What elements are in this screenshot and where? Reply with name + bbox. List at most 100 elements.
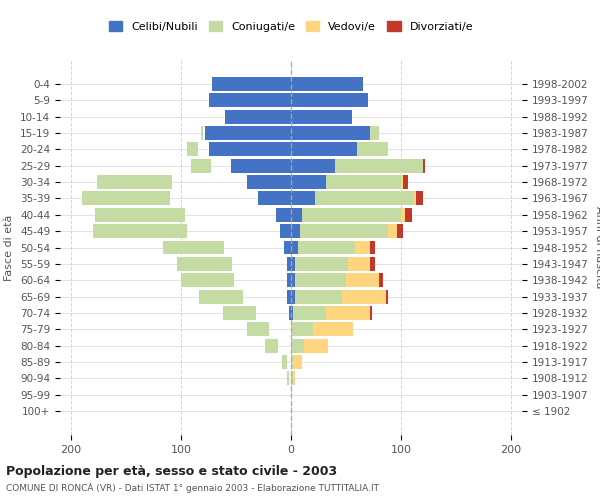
Bar [220, 240, 222, 254]
Bar [212, 77, 291, 91]
Bar [187, 142, 197, 156]
Bar [209, 142, 291, 156]
Bar [397, 224, 403, 238]
Bar [265, 338, 278, 352]
Bar [221, 257, 225, 271]
Bar [205, 126, 291, 140]
Bar [300, 224, 388, 238]
Bar [191, 159, 211, 172]
Bar [401, 208, 406, 222]
Bar [227, 257, 229, 271]
Bar [423, 159, 425, 172]
Bar [282, 355, 287, 369]
Bar [357, 142, 388, 156]
Bar [287, 372, 289, 386]
Bar [370, 257, 374, 271]
Bar [251, 306, 254, 320]
Bar [181, 208, 183, 222]
Bar [291, 208, 302, 222]
Bar [234, 290, 238, 304]
Bar [370, 306, 373, 320]
Bar [247, 175, 291, 189]
Bar [287, 290, 291, 304]
Bar [302, 208, 401, 222]
Bar [175, 208, 179, 222]
Bar [247, 322, 269, 336]
Y-axis label: Anni di nascita: Anni di nascita [594, 206, 600, 289]
Bar [280, 224, 291, 238]
Bar [304, 338, 328, 352]
Bar [291, 142, 357, 156]
Bar [416, 192, 423, 205]
Bar [370, 126, 379, 140]
Bar [223, 306, 256, 320]
Text: COMUNE DI RONCÀ (VR) - Dati ISTAT 1° gennaio 2003 - Elaborazione TUTTITALIA.IT: COMUNE DI RONCÀ (VR) - Dati ISTAT 1° gen… [6, 482, 379, 493]
Bar [291, 290, 295, 304]
Bar [234, 290, 236, 304]
Bar [346, 274, 379, 287]
Bar [291, 338, 304, 352]
Bar [229, 274, 232, 287]
Bar [175, 224, 180, 238]
Bar [291, 274, 295, 287]
Bar [370, 240, 374, 254]
Bar [275, 208, 291, 222]
Bar [176, 257, 232, 271]
Bar [284, 240, 291, 254]
Bar [159, 192, 163, 205]
Bar [295, 290, 341, 304]
Bar [298, 240, 355, 254]
Bar [291, 257, 295, 271]
Bar [291, 355, 293, 369]
Bar [201, 126, 203, 140]
Bar [265, 322, 267, 336]
Bar [82, 192, 170, 205]
Bar [313, 322, 353, 336]
Bar [388, 224, 397, 238]
Bar [406, 208, 412, 222]
Bar [163, 175, 168, 189]
Bar [403, 175, 407, 189]
Bar [291, 175, 326, 189]
Y-axis label: Fasce di età: Fasce di età [4, 214, 14, 280]
Bar [209, 94, 291, 108]
Bar [274, 338, 275, 352]
Bar [199, 290, 242, 304]
Bar [291, 240, 298, 254]
Bar [291, 126, 370, 140]
Bar [230, 159, 291, 172]
Bar [291, 224, 300, 238]
Bar [335, 159, 423, 172]
Bar [289, 306, 291, 320]
Bar [291, 94, 368, 108]
Bar [293, 372, 295, 386]
Bar [291, 372, 293, 386]
Bar [326, 306, 370, 320]
Bar [182, 224, 184, 238]
Bar [287, 274, 291, 287]
Bar [315, 192, 414, 205]
Bar [95, 208, 185, 222]
Bar [414, 192, 416, 205]
Bar [287, 257, 291, 271]
Bar [223, 274, 227, 287]
Bar [341, 290, 386, 304]
Bar [379, 274, 383, 287]
Bar [166, 192, 168, 205]
Bar [291, 159, 335, 172]
Bar [293, 306, 326, 320]
Text: Popolazione per età, sesso e stato civile - 2003: Popolazione per età, sesso e stato civil… [6, 465, 337, 478]
Bar [293, 355, 302, 369]
Bar [291, 77, 362, 91]
Bar [213, 240, 217, 254]
Bar [291, 192, 315, 205]
Bar [206, 159, 209, 172]
Bar [401, 175, 403, 189]
Bar [295, 274, 346, 287]
Bar [355, 240, 370, 254]
Bar [291, 306, 293, 320]
Bar [326, 175, 401, 189]
Bar [291, 110, 352, 124]
Bar [262, 322, 265, 336]
Bar [181, 274, 234, 287]
